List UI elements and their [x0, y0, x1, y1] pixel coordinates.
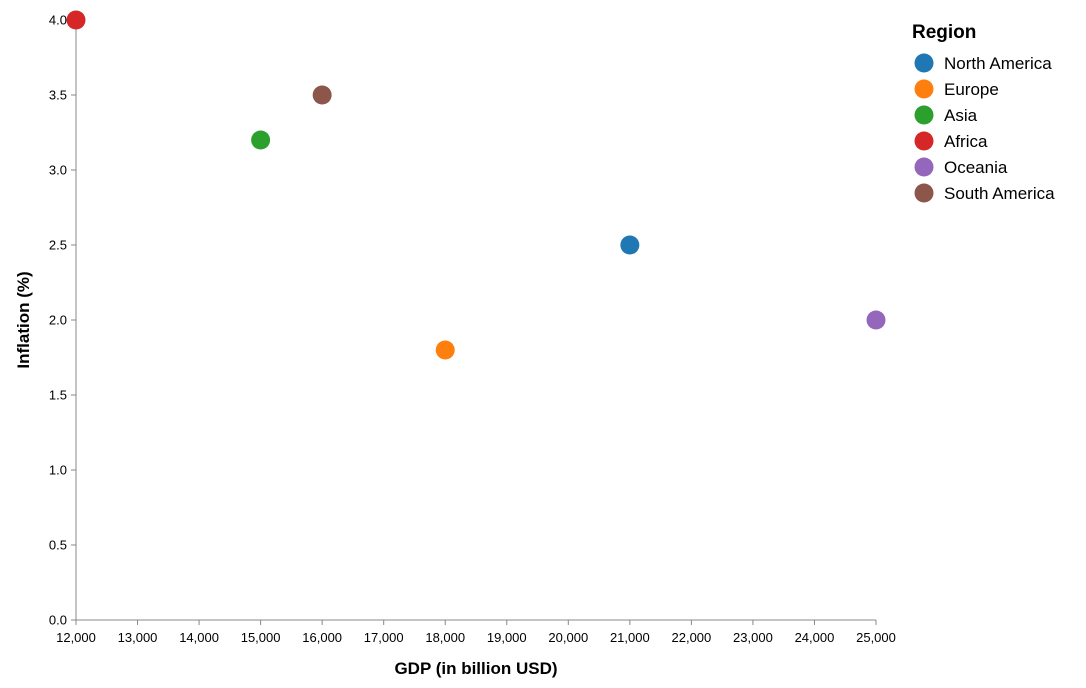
legend-swatch: [914, 131, 934, 151]
y-tick-label: 2.0: [49, 313, 67, 328]
legend-label: Africa: [944, 132, 988, 151]
legend-label: Europe: [944, 80, 999, 99]
x-tick-label: 12,000: [56, 630, 96, 645]
x-tick-label: 22,000: [672, 630, 712, 645]
y-tick-label: 4.0: [49, 13, 67, 28]
legend-swatch: [914, 105, 934, 125]
x-tick-label: 23,000: [733, 630, 773, 645]
x-tick-label: 21,000: [610, 630, 650, 645]
legend-title: Region: [912, 22, 976, 43]
x-axis-ticks: 12,000 13,000 14,000 15,000 16,000 17,000 18,0…: [56, 620, 896, 645]
legend-label: Asia: [944, 106, 978, 125]
data-point: [251, 130, 271, 150]
x-tick-label: 18,000: [425, 630, 465, 645]
x-tick-label: 19,000: [487, 630, 527, 645]
y-axis-title: Inflation (%): [14, 271, 33, 368]
legend-label: Oceania: [944, 158, 1008, 177]
legend-label: South America: [944, 184, 1055, 203]
y-tick-label: 3.5: [49, 88, 67, 103]
legend-items: North America Europe Asia Africa Oceania Sout…: [914, 53, 1055, 203]
x-tick-label: 24,000: [795, 630, 835, 645]
y-tick-label: 2.5: [49, 238, 67, 253]
y-tick-label: 1.0: [49, 463, 67, 478]
x-tick-label: 15,000: [241, 630, 281, 645]
data-point: [866, 310, 886, 330]
x-tick-label: 17,000: [364, 630, 404, 645]
data-point: [312, 85, 332, 105]
data-point: [66, 10, 86, 30]
legend-swatch: [914, 183, 934, 203]
x-tick-label: 13,000: [118, 630, 158, 645]
legend: Region North America Europe Asia Africa Ocea…: [912, 22, 1055, 203]
x-axis: 12,000 13,000 14,000 15,000 16,000 17,000 18,0…: [56, 619, 896, 678]
data-points: [66, 10, 886, 360]
legend-label: North America: [944, 54, 1052, 73]
y-tick-label: 3.0: [49, 163, 67, 178]
y-tick-label: 0.0: [49, 613, 67, 628]
x-tick-label: 16,000: [302, 630, 342, 645]
y-tick-label: 0.5: [49, 538, 67, 553]
legend-swatch: [914, 157, 934, 177]
y-axis: 0.0 0.5 1.0 1.5 2.0 2.5 3.0 3.5 4.0 Inflation (%…: [14, 13, 77, 628]
x-tick-label: 25,000: [856, 630, 896, 645]
x-tick-label: 14,000: [179, 630, 219, 645]
y-tick-label: 1.5: [49, 388, 67, 403]
legend-swatch: [914, 53, 934, 73]
data-point: [435, 340, 455, 360]
legend-swatch: [914, 79, 934, 99]
y-axis-ticks: 0.0 0.5 1.0 1.5 2.0 2.5 3.0 3.5 4.0: [49, 13, 76, 628]
x-tick-label: 20,000: [548, 630, 588, 645]
x-axis-title: GDP (in billion USD): [394, 659, 557, 678]
data-point: [620, 235, 640, 255]
